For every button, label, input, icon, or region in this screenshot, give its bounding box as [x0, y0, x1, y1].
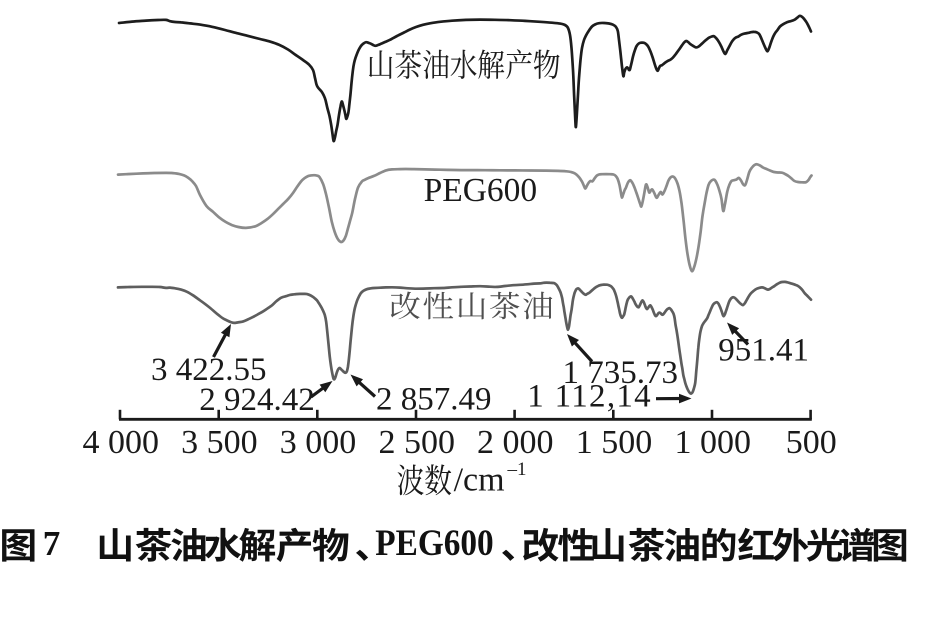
svg-text:500: 500	[786, 424, 837, 461]
svg-text:1 500: 1 500	[576, 424, 653, 461]
svg-text:4 000: 4 000	[82, 424, 159, 461]
svg-text:951.41: 951.41	[718, 333, 809, 369]
svg-text:7: 7	[43, 524, 61, 563]
svg-text:3 000: 3 000	[280, 424, 357, 461]
svg-text:3 500: 3 500	[181, 424, 258, 461]
svg-text:3 422.55: 3 422.55	[151, 352, 267, 388]
svg-text:PEG600: PEG600	[375, 523, 493, 564]
svg-text:/cm: /cm	[454, 462, 505, 499]
svg-text:1 000: 1 000	[674, 424, 751, 461]
svg-text:PEG600: PEG600	[424, 172, 538, 209]
svg-text:1 735.73: 1 735.73	[563, 355, 679, 391]
svg-text:2 857.49: 2 857.49	[376, 381, 492, 417]
svg-text:–1: –1	[507, 459, 527, 480]
svg-text:2 000: 2 000	[477, 424, 554, 461]
svg-text:2 500: 2 500	[378, 424, 455, 461]
svg-text:1 112,14: 1 112,14	[527, 378, 652, 414]
svg-text:2 924.42: 2 924.42	[199, 382, 314, 418]
